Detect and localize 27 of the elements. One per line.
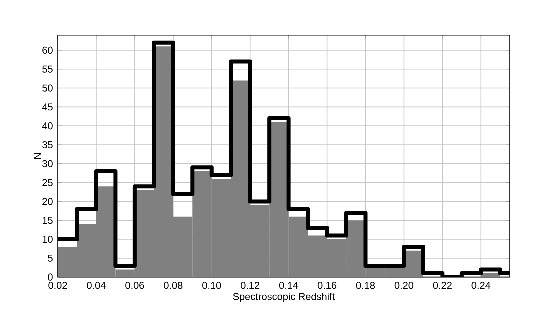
y-tick-label: 55 <box>42 66 53 73</box>
x-tick-label: 0.24 <box>472 282 491 290</box>
x-tick-label: 0.18 <box>356 282 376 290</box>
y-tick-label: 15 <box>42 217 53 224</box>
y-tick-label: 35 <box>42 141 53 149</box>
x-tick-label: 0.04 <box>87 282 106 290</box>
x-tick-label: 0.08 <box>164 282 183 290</box>
y-tick-label: 40 <box>42 122 53 130</box>
x-tick-label: 0.16 <box>318 282 337 290</box>
x-tick-label: 0.20 <box>394 282 414 290</box>
x-tick-label: 0.06 <box>126 282 144 290</box>
x-axis-title: Spectroscopic Redshift <box>233 292 336 302</box>
y-tick-label: 45 <box>42 104 53 111</box>
x-tick-label: 0.14 <box>279 282 298 290</box>
y-tick-label: 20 <box>42 198 53 206</box>
x-tick-label: 0.22 <box>433 282 452 290</box>
y-tick-label: 0 <box>48 274 53 281</box>
y-tick-label: 30 <box>42 160 53 168</box>
y-tick-label: 50 <box>42 84 53 92</box>
x-tick-label: 0.10 <box>202 282 222 290</box>
x-tick-label: 0.02 <box>48 282 68 290</box>
y-axis-title: N <box>34 154 42 160</box>
y-tick-label: 5 <box>48 254 53 262</box>
y-tick-label: 25 <box>42 179 53 186</box>
x-tick-label: 0.12 <box>241 282 260 290</box>
y-tick-label: 60 <box>42 46 53 54</box>
y-tick-label: 10 <box>42 236 53 244</box>
